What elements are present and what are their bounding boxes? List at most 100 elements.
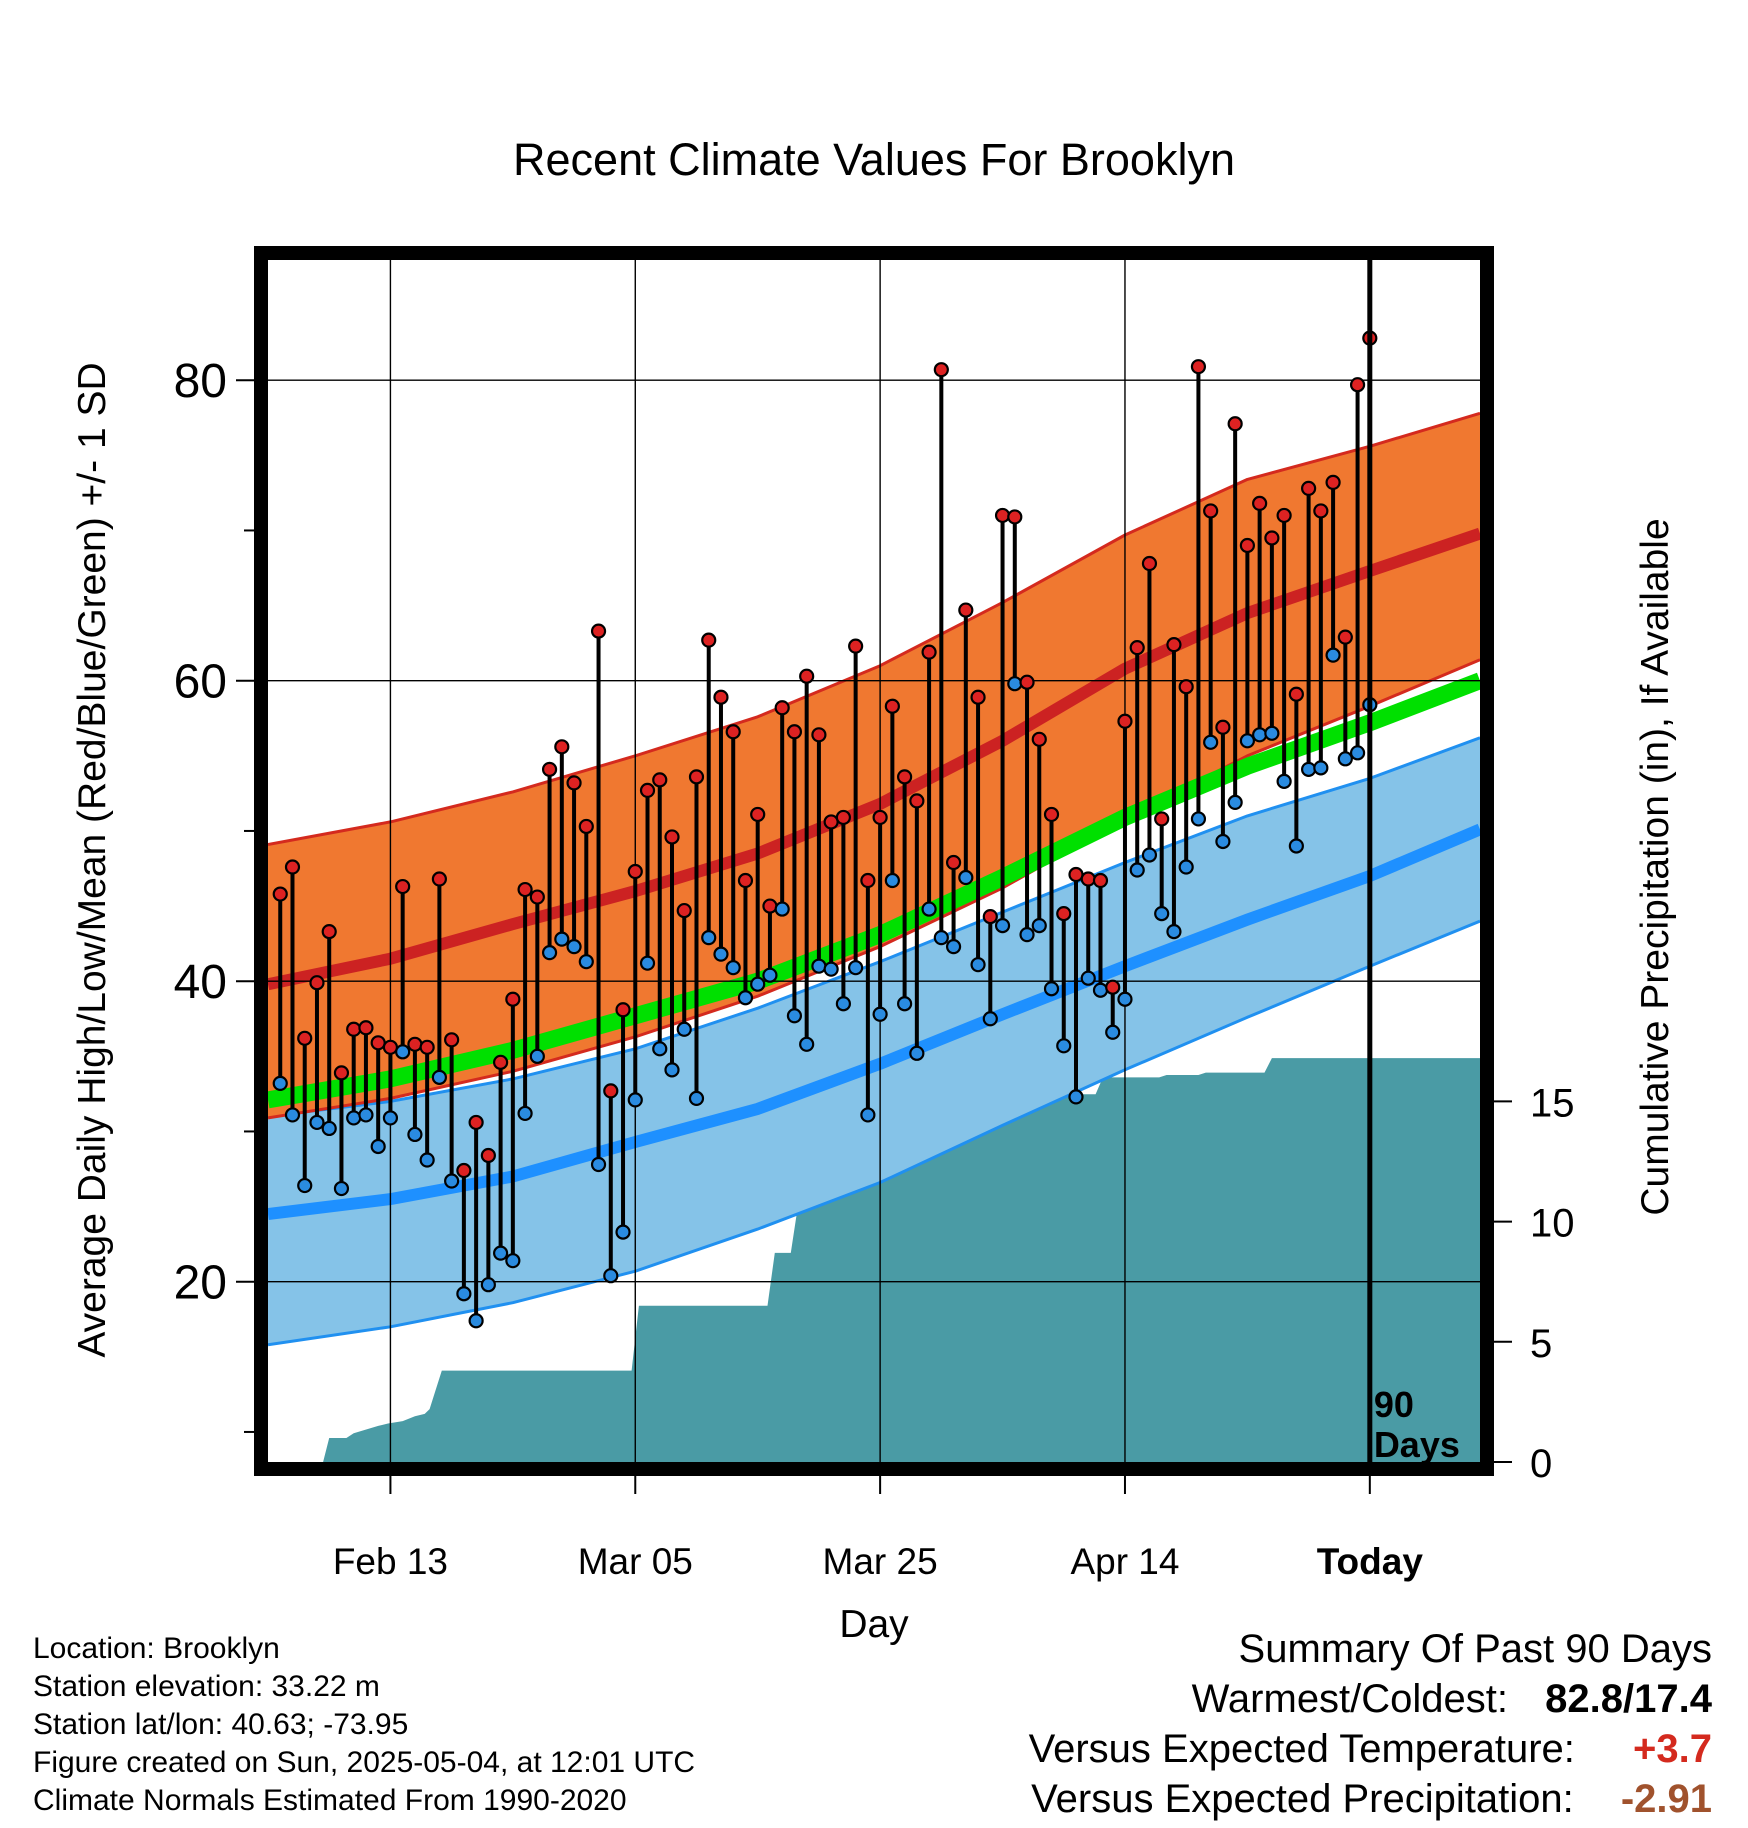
daily-low-marker: [370, 1138, 386, 1155]
daily-high-marker: [1349, 377, 1366, 393]
daily-high-marker: [1325, 474, 1341, 490]
daily-low-marker: [1166, 924, 1182, 940]
daily-low-marker: [737, 990, 754, 1006]
daily-high-marker: [505, 991, 521, 1007]
daily-high-marker: [799, 668, 815, 684]
summary-heading: Summary Of Past 90 Days: [1238, 1627, 1712, 1671]
daily-high-marker: [835, 809, 851, 826]
daily-low-marker: [688, 1090, 705, 1106]
daily-low-marker: [958, 869, 974, 886]
daily-high-marker: [529, 889, 545, 905]
daily-low-marker: [493, 1245, 509, 1261]
daily-low-marker: [725, 960, 741, 976]
daily-high-marker: [958, 602, 974, 618]
daily-high-marker: [688, 769, 705, 785]
daily-high-marker: [884, 698, 900, 714]
daily-low-marker: [346, 1110, 362, 1126]
daily-low-marker: [1043, 981, 1060, 997]
daily-high-marker: [554, 739, 570, 755]
daily-low-marker: [1301, 761, 1317, 777]
daily-high-marker: [786, 724, 803, 740]
daily-high-marker: [664, 829, 680, 845]
y2-tick-label: 5: [1530, 1322, 1552, 1366]
daily-high-marker: [1190, 359, 1207, 375]
daily-high-marker: [321, 924, 337, 940]
daily-low-marker: [1203, 734, 1219, 750]
daily-low-marker: [909, 1045, 925, 1061]
daily-high-marker: [444, 1032, 460, 1048]
daily-high-marker: [1056, 905, 1072, 922]
low-normal-band: [268, 737, 1480, 1345]
daily-low-marker: [554, 931, 570, 947]
daily-high-marker: [713, 689, 729, 705]
daily-high-marker: [1313, 503, 1329, 519]
daily-high-marker: [297, 1030, 313, 1046]
daily-low-marker: [517, 1105, 533, 1122]
daily-high-marker: [933, 362, 949, 378]
daily-low-marker: [333, 1180, 350, 1197]
daily-high-marker: [382, 1039, 399, 1055]
daily-low-marker: [676, 1021, 692, 1037]
coldest-value: 17.4: [1634, 1677, 1712, 1721]
daily-low-marker: [1080, 970, 1096, 986]
daily-low-marker: [1239, 733, 1255, 749]
daily-high-marker: [872, 809, 888, 826]
daily-high-marker: [1080, 871, 1096, 887]
temp-vs-expected-value: +3.7: [1633, 1727, 1712, 1771]
daily-high-marker: [1007, 509, 1023, 525]
daily-high-marker: [725, 724, 741, 740]
daily-low-marker: [382, 1110, 399, 1126]
y2-tick-label: 10: [1530, 1202, 1575, 1246]
x-tick-label: Apr 14: [1070, 1541, 1179, 1582]
daily-low-marker: [884, 872, 900, 889]
daily-high-marker: [921, 644, 937, 660]
daily-high-marker: [578, 818, 594, 835]
y-tick-label: 60: [174, 656, 227, 709]
daily-low-marker: [652, 1041, 668, 1057]
daily-high-marker: [1117, 713, 1133, 729]
daily-low-marker: [811, 958, 827, 974]
y-tick-label: 40: [174, 956, 227, 1009]
daily-high-marker: [1288, 686, 1304, 702]
y-tick-label: 80: [174, 355, 227, 408]
daily-high-marker: [431, 871, 447, 887]
x-tick-label: Today: [1317, 1541, 1424, 1582]
precip-vs-expected-value: -2.91: [1620, 1777, 1712, 1821]
created-text: Figure created on Sun, 2025-05-04, at 12…: [33, 1746, 696, 1779]
daily-high-marker: [1141, 555, 1158, 572]
daily-low-marker: [982, 1011, 998, 1027]
daily-high-marker: [346, 1021, 362, 1037]
temp-vs-expected-label: Versus Expected Temperature:: [1028, 1727, 1575, 1771]
daily-low-marker: [1349, 745, 1366, 761]
daily-high-marker: [860, 872, 876, 889]
daily-low-marker: [578, 954, 594, 970]
daily-high-marker: [284, 859, 301, 875]
daily-high-marker: [652, 772, 668, 788]
daily-low-marker: [468, 1313, 484, 1329]
today-marker-label-count: 90: [1374, 1384, 1414, 1425]
summary-panel: Summary Of Past 90 Days Warmest/Coldest:…: [1029, 1624, 1712, 1824]
daily-low-marker: [590, 1156, 607, 1173]
daily-high-marker: [456, 1162, 472, 1179]
x-tick-label: Mar 05: [578, 1541, 693, 1582]
y2-axis-label: Cumulative Precipitation (in), If Availa…: [1634, 518, 1677, 1215]
daily-high-marker: [982, 908, 998, 925]
daily-low-marker: [639, 955, 656, 971]
daily-low-marker: [1056, 1038, 1072, 1054]
daily-low-marker: [1252, 727, 1268, 743]
daily-low-marker: [1129, 862, 1145, 878]
daily-low-marker: [1325, 647, 1341, 663]
daily-high-marker: [945, 854, 962, 871]
daily-low-marker: [762, 967, 778, 983]
daily-high-marker: [811, 727, 827, 743]
daily-high-marker: [1264, 530, 1280, 546]
daily-high-marker: [1154, 811, 1170, 827]
y2-tick-label: 15: [1530, 1081, 1575, 1125]
precip-vs-expected-row: Versus Expected Precipitation: -2.91: [1029, 1774, 1712, 1824]
daily-low-marker: [1227, 794, 1243, 811]
daily-low-marker: [358, 1107, 374, 1123]
daily-low-marker: [309, 1114, 325, 1131]
daily-low-marker: [566, 939, 582, 955]
value-slash: /: [1623, 1677, 1635, 1721]
daily-low-marker: [848, 960, 864, 976]
